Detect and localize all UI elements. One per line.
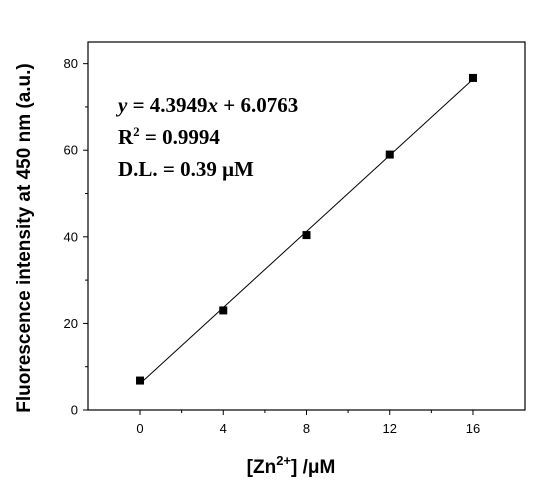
plot-frame bbox=[87, 41, 526, 411]
y-tick-label: 80 bbox=[64, 56, 78, 71]
fit-equation: y = 4.3949x + 6.0763 bbox=[115, 93, 298, 117]
x-tick-label: 16 bbox=[466, 421, 480, 436]
x-axis-label-suffix: ] /μM bbox=[291, 457, 335, 478]
y-tick-label: 20 bbox=[64, 316, 78, 331]
data-points bbox=[136, 73, 477, 385]
equation-x-var: x bbox=[207, 93, 219, 117]
equation-intercept: + 6.0763 bbox=[218, 93, 298, 117]
r-squared-sup: 2 bbox=[133, 124, 140, 139]
x-axis-label-sup: 2+ bbox=[276, 453, 291, 468]
x-axis-ticks: 0 4 8 12 16 bbox=[136, 410, 480, 436]
data-point bbox=[219, 306, 228, 315]
x-tick-label: 8 bbox=[303, 421, 310, 436]
r-squared-base: R bbox=[118, 125, 134, 149]
data-point bbox=[468, 73, 477, 82]
x-tick-label: 4 bbox=[220, 421, 227, 436]
y-axis-ticks: 0 20 40 60 80 bbox=[64, 56, 88, 418]
data-point bbox=[302, 231, 311, 240]
x-axis-label: [Zn2+] /μM bbox=[247, 453, 336, 478]
y-tick-label: 40 bbox=[64, 229, 78, 244]
x-axis-label-main: [Zn bbox=[247, 457, 277, 478]
r-squared-value: = 0.9994 bbox=[140, 125, 221, 149]
x-tick-label: 12 bbox=[383, 421, 397, 436]
x-tick-label: 0 bbox=[136, 421, 143, 436]
data-point bbox=[385, 150, 394, 159]
y-tick-label: 0 bbox=[71, 403, 78, 418]
y-axis-label: Fluorescence intensity at 450 nm (a.u.) bbox=[14, 63, 35, 413]
equation-y-var: y bbox=[115, 93, 128, 117]
r-squared: R2 = 0.9994 bbox=[118, 124, 220, 149]
equation-slope: = 4.3949 bbox=[127, 93, 207, 117]
data-point bbox=[136, 376, 145, 385]
y-tick-label: 60 bbox=[64, 143, 78, 158]
detection-limit: D.L. = 0.39 μM bbox=[118, 157, 254, 181]
